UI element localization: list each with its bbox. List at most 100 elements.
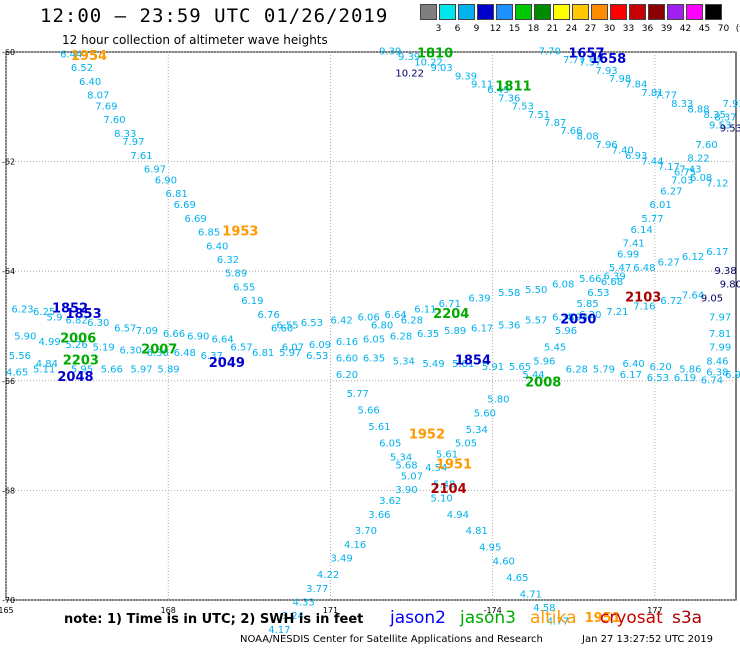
y-tick-label: -60 bbox=[2, 48, 15, 57]
footer-credit: NOAA/NESDIS Center for Satellite Applica… bbox=[240, 634, 543, 645]
swh-value: 5.97 bbox=[130, 365, 152, 376]
swh-value: 6.66 bbox=[163, 329, 185, 340]
swh-value: 6.38 bbox=[552, 313, 574, 324]
swh-value: 9.53 bbox=[709, 121, 731, 132]
swh-value: 6.42 bbox=[330, 315, 352, 326]
swh-value: 4.60 bbox=[493, 556, 515, 567]
swh-value: 5.96 bbox=[555, 326, 577, 337]
pass-time-label: 1658 bbox=[590, 52, 626, 67]
swh-value: 7.57 bbox=[579, 58, 601, 69]
swh-value: 5.07 bbox=[401, 471, 423, 482]
swh-value: 8.46 bbox=[706, 356, 728, 367]
swh-value: 6.19 bbox=[674, 373, 696, 384]
swh-value: 10.22 bbox=[414, 58, 443, 69]
swh-value: 5.11 bbox=[33, 365, 55, 376]
page-title: 12:00 – 23:59 UTC 01/26/2019 bbox=[40, 5, 389, 27]
swh-value: 6.81 bbox=[252, 348, 274, 359]
swh-value: 6.19 bbox=[241, 296, 263, 307]
swh-value: 6.09 bbox=[309, 340, 331, 351]
swh-value: 6.40 bbox=[206, 241, 228, 252]
swh-value: 4.95 bbox=[479, 543, 501, 554]
satellite-label-jason2: jason2 bbox=[390, 608, 446, 628]
swh-value: 8.88 bbox=[687, 104, 709, 115]
swh-value: 7.81 bbox=[641, 88, 663, 99]
swh-value: 6.28 bbox=[401, 315, 423, 326]
swh-value: 5.45 bbox=[544, 343, 566, 354]
swh-value: 7.93 bbox=[595, 66, 617, 77]
pass-time-label: 2050 bbox=[560, 312, 596, 327]
swh-value: 5.34 bbox=[390, 452, 412, 463]
page-subtitle: 12 hour collection of altimeter wave hei… bbox=[62, 33, 328, 47]
pass-time-label: 2049 bbox=[209, 356, 245, 371]
swh-value: 9.39 bbox=[398, 52, 420, 63]
swh-value: 6.85 bbox=[198, 228, 220, 239]
swh-value: 8.08 bbox=[576, 132, 598, 143]
swh-value: 5.48 bbox=[433, 480, 455, 491]
swh-value: 4.93 bbox=[566, 313, 588, 324]
swh-value: 5.50 bbox=[525, 285, 547, 296]
swh-value: 6.82 bbox=[65, 315, 87, 326]
swh-value: 6.14 bbox=[631, 225, 653, 236]
swh-value: 5.77 bbox=[347, 389, 369, 400]
swh-value: 6.90 bbox=[187, 332, 209, 343]
swh-value: 4.16 bbox=[344, 540, 366, 551]
swh-value: 7.97 bbox=[709, 313, 731, 324]
pass-time-label: 2007 bbox=[141, 342, 177, 357]
swh-value: 6.99 bbox=[725, 370, 740, 381]
swh-value: 6.55 bbox=[276, 321, 298, 332]
swh-value: 3.24 bbox=[282, 611, 304, 622]
legend-swatch bbox=[458, 4, 475, 20]
swh-value: 7.93 bbox=[722, 99, 740, 110]
legend-swatch bbox=[420, 4, 437, 20]
legend-label: 27 bbox=[584, 24, 597, 34]
swh-value: 7.97 bbox=[122, 137, 144, 148]
swh-value-high: 9.53 bbox=[720, 123, 740, 134]
swh-value: 6.60 bbox=[336, 354, 358, 365]
swh-value: 6.20 bbox=[336, 370, 358, 381]
swh-value: 7.84 bbox=[625, 80, 647, 91]
swh-value: 6.40 bbox=[79, 77, 101, 88]
swh-value: 6.32 bbox=[217, 255, 239, 266]
swh-value: 6.72 bbox=[660, 296, 682, 307]
swh-value: 6.27 bbox=[660, 186, 682, 197]
swh-value: 5.86 bbox=[679, 365, 701, 376]
swh-value: 4.54 bbox=[425, 463, 447, 474]
swh-value: 4.65 bbox=[506, 573, 528, 584]
swh-value: 6.08 bbox=[552, 280, 574, 291]
swh-value: 5.89 bbox=[157, 365, 179, 376]
swh-value: 7.81 bbox=[709, 329, 731, 340]
swh-value: 6.53 bbox=[306, 351, 328, 362]
legend-label: 6 bbox=[454, 24, 461, 34]
legend-swatch bbox=[553, 4, 570, 20]
legend-label: (ft) bbox=[735, 24, 740, 34]
swh-value-high: 9.80 bbox=[720, 280, 740, 291]
swh-value: 6.12 bbox=[682, 252, 704, 263]
legend-swatch bbox=[572, 4, 589, 20]
swh-value: 5.65 bbox=[509, 362, 531, 373]
swh-value: 6.60 bbox=[271, 323, 293, 334]
swh-value: 5.34 bbox=[466, 425, 488, 436]
pass-time-label: 1854 bbox=[455, 353, 491, 368]
swh-value: 6.90 bbox=[155, 176, 177, 187]
swh-value: 5.80 bbox=[487, 395, 509, 406]
swh-value: 8.33 bbox=[114, 129, 136, 140]
legend-label: 36 bbox=[641, 24, 654, 34]
swh-value: 6.64 bbox=[211, 334, 233, 345]
swh-value: 5.49 bbox=[422, 359, 444, 370]
legend-swatch bbox=[667, 4, 684, 20]
swh-value: 6.48 bbox=[174, 348, 196, 359]
legend-swatch bbox=[496, 4, 513, 20]
legend-swatch bbox=[629, 4, 646, 20]
swh-value: 6.23 bbox=[11, 304, 33, 315]
swh-value: 8.22 bbox=[687, 154, 709, 165]
swh-value: 5.85 bbox=[576, 299, 598, 310]
swh-value: 4.22 bbox=[317, 570, 339, 581]
pass-time-label: 2104 bbox=[430, 482, 466, 497]
swh-value: 6.39 bbox=[604, 271, 626, 282]
legend-swatch bbox=[439, 4, 456, 20]
swh-value: 6.40 bbox=[622, 359, 644, 370]
swh-value: 4.33 bbox=[293, 597, 315, 608]
swh-value: 5.96 bbox=[533, 356, 555, 367]
swh-value: 7.41 bbox=[622, 239, 644, 250]
swh-value: 6.11 bbox=[414, 304, 436, 315]
